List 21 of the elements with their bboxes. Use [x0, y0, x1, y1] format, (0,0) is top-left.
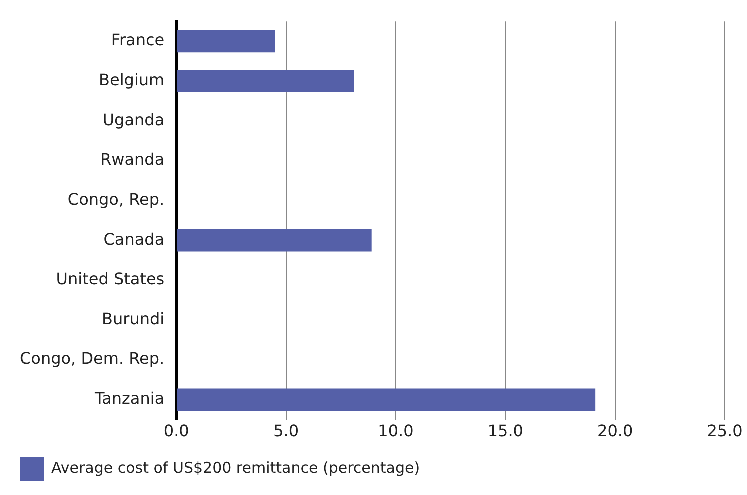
x-tick-label: 0.0 — [164, 422, 190, 441]
legend-label: Average cost of US$200 remittance (percentage) — [52, 458, 420, 477]
x-tick-label: 25.0 — [707, 422, 743, 441]
x-tick-label: 20.0 — [598, 422, 634, 441]
y-tick-label: Congo, Dem. Rep. — [20, 349, 165, 368]
x-tick-label: 15.0 — [488, 422, 524, 441]
x-tick-label: 10.0 — [378, 422, 414, 441]
y-tick-label: Uganda — [102, 110, 165, 130]
x-tick-label: 5.0 — [274, 422, 300, 441]
bar — [177, 229, 372, 252]
y-tick-label: Belgium — [99, 70, 165, 90]
y-tick-label: Congo, Rep. — [68, 190, 165, 209]
y-tick-label: Rwanda — [100, 150, 165, 170]
bar — [177, 30, 276, 53]
y-tick-label: Tanzania — [94, 389, 165, 408]
bar — [177, 70, 354, 92]
y-tick-label: France — [111, 30, 165, 50]
y-tick-label: Canada — [104, 230, 165, 249]
y-tick-label: Burundi — [102, 309, 165, 328]
y-tick-label: United States — [56, 270, 165, 289]
bar — [177, 388, 596, 412]
